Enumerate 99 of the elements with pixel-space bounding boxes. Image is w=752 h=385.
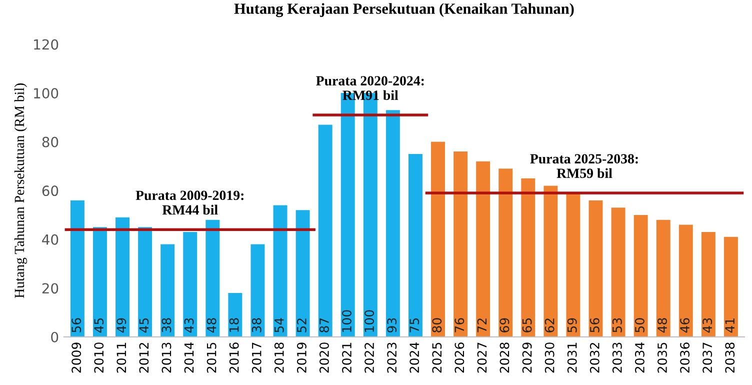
- bar: [476, 161, 490, 337]
- data-label: 38: [252, 318, 262, 332]
- ref-line-label: Purata 2025-2038: RM59 bil: [530, 154, 638, 178]
- data-label: 87: [320, 318, 329, 332]
- bar: [160, 244, 175, 337]
- bar: [521, 178, 536, 337]
- bar: [250, 244, 265, 337]
- bar: [701, 232, 716, 337]
- bar: [498, 168, 513, 337]
- x-tick-label: 2016: [229, 342, 239, 373]
- x-tick-label: 2036: [680, 342, 690, 373]
- data-label: 45: [94, 318, 104, 333]
- bar: [386, 110, 400, 337]
- x-tick-label: 2023: [387, 342, 397, 373]
- data-label: 48: [206, 318, 216, 333]
- x-tick-label: 2013: [162, 342, 172, 373]
- bar: [588, 200, 603, 337]
- x-tick-label: 2022: [364, 342, 374, 373]
- x-tick-label: 2021: [342, 342, 352, 373]
- data-label: 48: [658, 318, 667, 333]
- data-label: 46: [680, 318, 690, 333]
- bar: [431, 142, 445, 337]
- data-label: 100: [364, 310, 374, 332]
- data-label: 72: [477, 318, 487, 332]
- y-tick-label: 0: [51, 332, 58, 342]
- data-label: 80: [432, 318, 442, 332]
- x-tick-label: 2009: [72, 342, 82, 373]
- x-tick-label: 2038: [725, 342, 735, 373]
- data-label: 93: [387, 318, 397, 332]
- bar: [611, 208, 626, 337]
- bar: [634, 214, 648, 337]
- data-label: 59: [567, 318, 577, 332]
- y-tick-label: 80: [42, 136, 58, 148]
- data-label: 38: [162, 318, 172, 332]
- y-tick-label: 20: [42, 283, 58, 294]
- data-label: 45: [139, 318, 149, 333]
- data-label: 41: [725, 318, 734, 333]
- bar: [318, 124, 332, 337]
- data-label: 62: [544, 318, 554, 332]
- x-tick-label: 2034: [634, 342, 644, 373]
- y-tick-label: 120: [34, 39, 58, 50]
- bar: [183, 232, 198, 337]
- bar: [296, 210, 310, 337]
- bar: [544, 186, 558, 337]
- y-tick-label: 60: [42, 186, 58, 196]
- data-label: 52: [296, 318, 306, 332]
- x-tick-label: 2027: [477, 342, 487, 373]
- data-label: 18: [229, 318, 239, 332]
- data-label: 76: [454, 318, 464, 332]
- x-tick-label: 2037: [702, 342, 712, 373]
- x-tick-label: 2017: [252, 342, 262, 373]
- x-tick-label: 2026: [454, 342, 464, 373]
- data-label: 75: [410, 318, 420, 332]
- bar: [724, 236, 738, 337]
- x-tick-label: 2012: [139, 342, 149, 373]
- bar: [138, 227, 152, 337]
- bar: [228, 292, 242, 337]
- x-tick-label: 2020: [320, 342, 329, 373]
- x-tick-label: 2024: [410, 342, 420, 373]
- bar: [656, 220, 670, 337]
- bar: [566, 193, 580, 337]
- bar: [273, 205, 288, 337]
- bar: [408, 154, 422, 337]
- bar: [206, 220, 220, 337]
- data-label: 49: [116, 318, 126, 333]
- bar: [92, 227, 107, 337]
- x-tick-label: 2029: [522, 342, 532, 373]
- ref-line-label: Purata 2009-2019: RM44 bil: [136, 190, 244, 215]
- data-label: 100: [342, 310, 352, 332]
- data-label: 53: [612, 318, 622, 332]
- x-tick-label: 2018: [274, 342, 284, 373]
- y-tick-label: 100: [34, 88, 58, 99]
- x-tick-label: 2025: [432, 342, 442, 373]
- data-label: 54: [274, 318, 284, 332]
- bar: [678, 224, 693, 337]
- x-tick-label: 2030: [544, 342, 554, 373]
- data-label: 43: [184, 318, 194, 333]
- data-label: 65: [522, 318, 532, 332]
- x-tick-label: 2019: [296, 342, 306, 373]
- data-label: 56: [590, 318, 600, 332]
- y-axis-title: Hutang Tahunan Persekutuan (RM bil): [14, 83, 27, 298]
- chart-title: Hutang Kerajaan Persekutuan (Kenaikan Tahunan): [234, 3, 574, 18]
- x-tick-label: 2010: [94, 342, 104, 373]
- x-tick-label: 2011: [116, 342, 126, 373]
- data-label: 69: [500, 318, 510, 332]
- x-tick-label: 2014: [184, 342, 194, 373]
- data-label: 50: [634, 318, 644, 332]
- x-tick-label: 2028: [500, 342, 510, 373]
- bar: [116, 217, 130, 337]
- data-label: 56: [72, 318, 82, 332]
- x-tick-label: 2032: [590, 342, 600, 373]
- bar: [70, 200, 84, 337]
- x-tick-label: 2033: [612, 342, 622, 373]
- y-tick-label: 40: [42, 234, 58, 245]
- x-tick-label: 2031: [567, 342, 577, 373]
- x-tick-label: 2035: [658, 342, 667, 373]
- data-label: 43: [702, 318, 712, 333]
- x-tick-label: 2015: [206, 342, 216, 373]
- bar: [454, 152, 468, 337]
